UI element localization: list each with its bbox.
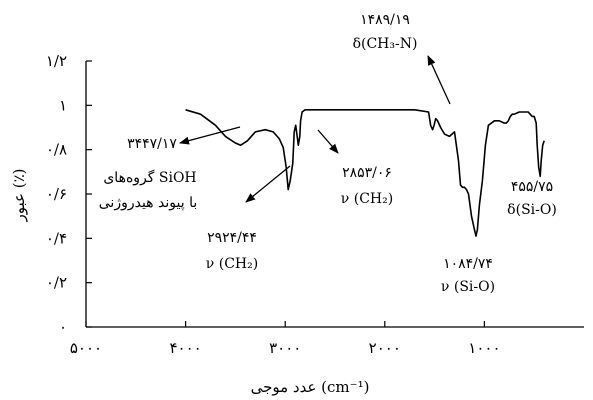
x-tick-label: ۳۰۰۰ <box>269 339 301 357</box>
y-axis-title: عبور (٪) <box>10 168 28 222</box>
transmittance-series-line <box>185 109 545 237</box>
ann-455-assignment: δ(Si-O) <box>507 202 557 218</box>
ann-2924-assignment: ν (CH₂) <box>206 256 258 272</box>
ann-3447-line3: با پیوند هیدروژنی <box>99 195 197 211</box>
arrow-2853 <box>317 129 339 154</box>
arrow-3447 <box>179 126 241 145</box>
x-tick-label: ۴۰۰۰ <box>169 339 201 357</box>
ann-455-wavenumber: ۴۵۵/۷۵ <box>511 179 553 195</box>
y-tick-label: ۰/۲ <box>46 274 67 292</box>
arrow-1489 <box>427 55 451 105</box>
y-tick-label: ۰ <box>59 318 67 336</box>
ann-1489-wavenumber: ۱۴۸۹/۱۹ <box>360 12 410 28</box>
y-tick-label: ۰/۴ <box>46 229 67 247</box>
ann-1084-wavenumber: ۱۰۸۴/۷۴ <box>443 256 493 272</box>
ann-2853-assignment: ν (CH₂) <box>341 191 393 207</box>
y-tick-label: ۰/۸ <box>46 141 67 159</box>
peak-annotations: ۳۴۴۷/۱۷ گروه‌های SiOH با پیوند هیدروژنی … <box>99 12 557 295</box>
x-tick-label: ۵۰۰۰ <box>70 339 102 357</box>
ann-1084-assignment: ν (Si-O) <box>441 279 495 295</box>
axes <box>85 61 584 328</box>
x-tick-label: ۱۰۰۰ <box>468 339 500 357</box>
ann-1489-assignment: δ(CH₃-N) <box>353 36 418 52</box>
ann-3447-line2: گروه‌های SiOH <box>103 169 196 186</box>
y-tick-label: ۰/۶ <box>46 185 67 203</box>
x-axis-title: عدد موجی (cm⁻¹) <box>251 378 370 396</box>
ann-2924-wavenumber: ۲۹۲۴/۴۴ <box>207 230 257 246</box>
ann-2853-wavenumber: ۲۸۵۳/۰۶ <box>342 165 392 181</box>
arrow-2924 <box>245 165 291 203</box>
x-tick-label: ۲۰۰۰ <box>369 339 401 357</box>
y-tick-label: ۱/۲ <box>46 52 67 70</box>
ann-3447-wavenumber: ۳۴۴۷/۱۷ <box>127 136 177 152</box>
y-tick-label: ۱ <box>59 96 67 114</box>
x-ticks: ۵۰۰۰ ۴۰۰۰ ۳۰۰۰ ۲۰۰۰ ۱۰۰۰ <box>70 321 501 357</box>
annotation-arrows <box>179 55 451 203</box>
y-ticks: ۰ ۰/۲ ۰/۴ ۰/۶ ۰/۸ ۱ ۱/۲ <box>46 52 92 336</box>
